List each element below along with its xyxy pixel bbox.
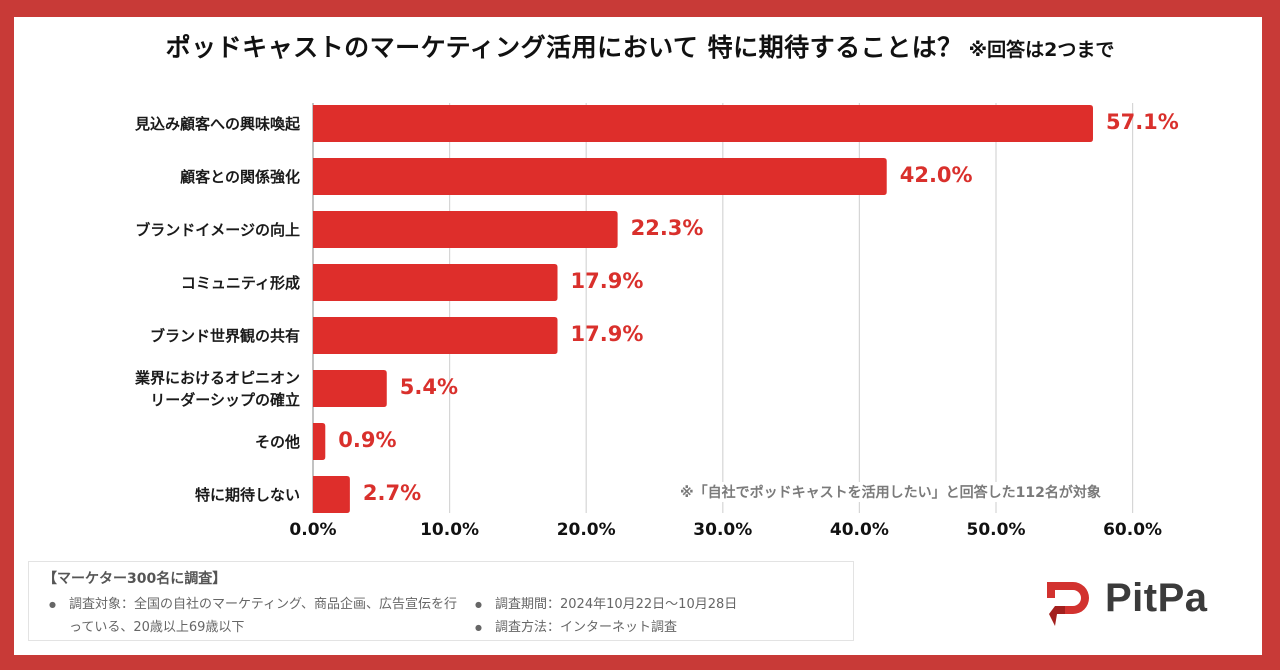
title-main: ポッドキャストのマーケティング活用において 特に期待することは？ [165, 33, 963, 62]
x-tick-label-40: 40.0% [829, 520, 889, 540]
value-label-3: 17.9% [570, 269, 644, 293]
value-label-0: 57.1% [1105, 110, 1179, 134]
chart-title: ポッドキャストのマーケティング活用において 特に期待することは？ ※回答は2つまで [0, 28, 1280, 64]
value-label-4: 17.9% [570, 322, 644, 346]
bar-3 [313, 264, 558, 301]
x-tick-label-50: 50.0% [966, 520, 1026, 540]
survey-col-2: 調査期間：2024年10月22日〜10月28日 調査方法：インターネット調査 [475, 593, 835, 639]
bar-7 [313, 476, 350, 513]
chart-annotation: ※「自社でポッドキャストを活用したい」と回答した112名が対象 [676, 482, 1105, 502]
category-label-line: 見込み顧客への興味喚起 [134, 114, 300, 133]
category-label-0: 見込み顧客への興味喚起 [40, 113, 300, 135]
category-label-line: 特に期待しない [194, 485, 300, 504]
title-note: ※回答は2つまで [968, 39, 1115, 61]
category-label-line: 業界におけるオピニオン [134, 368, 300, 387]
value-label-2: 22.3% [630, 216, 704, 240]
category-label-4: ブランド世界観の共有 [40, 325, 300, 347]
x-tick-label-30: 30.0% [693, 520, 753, 540]
survey-heading: 【マーケター300名に調査】 [43, 571, 227, 587]
x-tick-label-60: 60.0% [1103, 520, 1163, 540]
category-label-1: 顧客との関係強化 [40, 166, 300, 188]
survey-col-1: 調査対象：全国の自社のマーケティング、商品企画、広告宣伝を行っている、20歳以上… [49, 593, 459, 639]
survey-target: 調査対象：全国の自社のマーケティング、商品企画、広告宣伝を行っている、20歳以上… [49, 593, 459, 639]
bar-1 [313, 158, 887, 195]
bar-6 [313, 423, 326, 460]
category-label-2: ブランドイメージの向上 [40, 219, 300, 241]
category-label-line: コミュニティ形成 [180, 273, 300, 292]
bar-5 [313, 370, 387, 407]
value-label-6: 0.9% [338, 428, 397, 452]
survey-info-box: 【マーケター300名に調査】 調査対象：全国の自社のマーケティング、商品企画、広… [28, 561, 854, 641]
value-label-7: 2.7% [362, 481, 422, 505]
category-label-7: 特に期待しない [40, 484, 300, 506]
bar-4 [313, 317, 558, 354]
value-label-5: 5.4% [399, 375, 458, 399]
category-label-line: ブランド世界観の共有 [149, 326, 300, 345]
bar-2 [313, 211, 618, 248]
survey-method: 調査方法：インターネット調査 [475, 616, 835, 639]
category-label-line: リーダーシップの確立 [150, 390, 300, 409]
category-label-line: 顧客との関係強化 [180, 167, 300, 186]
category-label-line: ブランドイメージの向上 [135, 220, 300, 239]
pitpa-logo-mark-icon [1047, 582, 1089, 626]
logo-wordmark: PitPa [1105, 576, 1208, 620]
category-label-6: その他 [40, 431, 300, 453]
category-label-line: その他 [254, 432, 300, 451]
pitpa-logo: PitPa [1043, 576, 1243, 628]
x-tick-label-20: 20.0% [556, 520, 616, 540]
survey-period: 調査期間：2024年10月22日〜10月28日 [475, 593, 835, 616]
x-tick-label-10: 10.0% [420, 520, 480, 540]
category-label-3: コミュニティ形成 [40, 272, 300, 294]
x-tick-label-0: 0.0% [289, 520, 337, 540]
value-label-1: 42.0% [899, 163, 973, 187]
bar-chart [312, 103, 1134, 513]
bar-0 [313, 105, 1093, 142]
category-label-5: 業界におけるオピニオンリーダーシップの確立 [40, 367, 300, 411]
